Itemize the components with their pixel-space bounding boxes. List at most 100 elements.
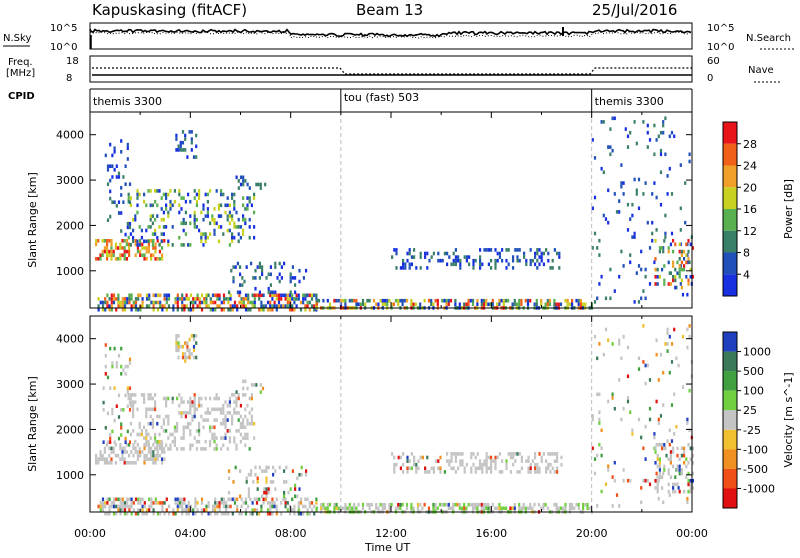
velocity-cell — [213, 432, 216, 437]
power-cell — [129, 203, 132, 208]
power-cell — [244, 221, 247, 226]
power-cell — [540, 251, 543, 256]
cpid-mode-label: themis 3300 — [93, 95, 162, 108]
power-cell — [231, 232, 234, 236]
power-cell — [659, 170, 663, 175]
velocity-cell — [648, 417, 652, 422]
power-cell — [405, 298, 409, 303]
velocity-cell — [656, 489, 659, 494]
power-cell — [240, 297, 243, 301]
velocity-cell — [450, 455, 453, 460]
power-cell — [194, 300, 197, 305]
power-cell — [607, 220, 610, 225]
velocity-cell — [518, 502, 521, 507]
power-cell — [683, 267, 686, 272]
velocity-cell — [326, 502, 329, 507]
velocity-cell — [143, 504, 146, 509]
velocity-cell — [106, 501, 109, 505]
velocity-cell — [265, 487, 268, 491]
velocity-cell — [512, 462, 515, 467]
velocity-cell — [211, 504, 215, 509]
velocity-cell — [544, 502, 547, 507]
power-cell — [635, 188, 638, 193]
velocity-cell — [154, 432, 157, 437]
power-cell — [366, 298, 369, 303]
power-cell — [108, 239, 111, 243]
velocity-cell — [663, 443, 666, 447]
velocity-cell — [233, 411, 236, 415]
power-cell — [205, 293, 208, 298]
velocity-cell — [180, 411, 183, 415]
power-cell — [637, 264, 641, 268]
power-cell — [124, 232, 127, 237]
power-cell — [248, 186, 251, 190]
power-cell — [577, 298, 580, 303]
power-cell — [193, 189, 196, 193]
power-cell — [598, 253, 601, 257]
velocity-cell — [126, 364, 129, 369]
power-cell — [500, 298, 503, 303]
power-cell — [151, 214, 154, 218]
power-cell — [99, 253, 102, 257]
velocity-cell — [231, 421, 234, 426]
velocity-cell — [474, 506, 477, 511]
velocity-cell — [115, 511, 118, 516]
velocity-cell — [529, 462, 532, 467]
power-cell — [115, 175, 118, 179]
power-cell — [196, 293, 199, 298]
velocity-cell — [106, 440, 110, 444]
power-cell — [158, 243, 161, 247]
velocity-cell — [447, 502, 450, 507]
velocity-cell — [176, 497, 179, 502]
velocity-cell — [577, 506, 580, 511]
power-cell — [685, 242, 688, 247]
power-cell — [278, 279, 281, 284]
power-cell — [548, 298, 552, 303]
power-cell — [446, 262, 449, 267]
power-cell — [393, 248, 396, 252]
power-cell — [242, 182, 245, 187]
velocity-cell — [549, 470, 552, 474]
velocity-cell — [236, 497, 239, 502]
velocity-cell — [393, 466, 396, 471]
y-tick-label: 1000 — [56, 265, 84, 278]
power-cell — [251, 304, 254, 308]
velocity-cell — [556, 466, 559, 471]
velocity-cell — [198, 421, 201, 426]
velocity-cell — [187, 421, 190, 426]
power-cell — [194, 297, 197, 301]
velocity-cell — [613, 478, 616, 483]
velocity-cell — [391, 452, 394, 456]
x-tick-label: 16:00 — [475, 527, 507, 540]
velocity-cell — [249, 497, 252, 502]
colorbar-segment — [723, 371, 737, 391]
power-cell — [683, 249, 686, 254]
velocity-cell — [181, 352, 185, 356]
cpid-mode-label: tou (fast) 503 — [344, 91, 419, 104]
power-cell — [678, 267, 681, 272]
power-cell — [448, 255, 451, 259]
power-cell — [271, 304, 274, 308]
velocity-cell — [562, 506, 565, 511]
power-cell — [659, 148, 663, 153]
power-cell — [123, 239, 126, 243]
power-cell — [678, 257, 681, 261]
velocity-cell — [476, 452, 479, 456]
velocity-cell — [666, 349, 669, 353]
power-cell — [253, 297, 256, 301]
power-cell — [165, 297, 168, 301]
power-cell — [117, 293, 120, 298]
velocity-cell — [119, 497, 122, 502]
velocity-cell — [163, 457, 166, 461]
power-cell — [228, 243, 231, 247]
power-cell — [237, 239, 240, 244]
velocity-cell — [213, 396, 216, 401]
power-cell — [193, 196, 196, 200]
power-cell — [501, 258, 504, 263]
power-cell — [395, 266, 398, 270]
velocity-cell — [315, 501, 318, 505]
velocity-cell — [247, 487, 250, 491]
power-cell — [683, 264, 686, 268]
power-cell — [609, 267, 612, 272]
velocity-cell — [149, 436, 152, 440]
